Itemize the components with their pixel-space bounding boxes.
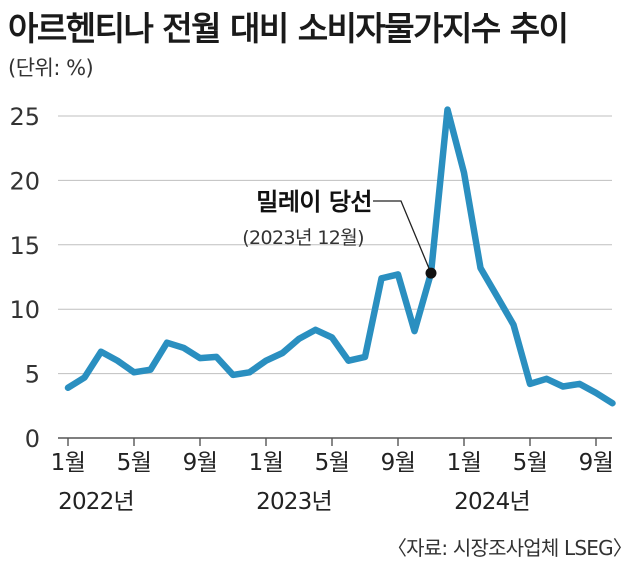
x-tick-label: 9월: [579, 450, 614, 476]
y-tick-label: 15: [9, 232, 40, 260]
x-tick-label: 1월: [447, 450, 482, 476]
grid-lines: [58, 115, 612, 375]
y-tick-label: 25: [9, 103, 40, 131]
y-tick-label: 0: [25, 425, 40, 453]
chart-title: 아르헨티나 전월 대비 소비자물가지수 추이: [8, 9, 569, 48]
x-tick-label: 1월: [249, 450, 284, 476]
annotation-layer: 밀레이 당선 (2023년 12월): [242, 188, 437, 279]
source-note: 〈자료: 시장조사업체 LSEG〉: [386, 536, 633, 560]
y-tick-label: 5: [25, 361, 40, 389]
y-tick-label: 20: [9, 167, 40, 195]
annotation-subtitle: (2023년 12월): [242, 227, 364, 249]
x-tick-label: 5월: [513, 450, 548, 476]
y-axis-ticks: 0 5 10 15 20 25: [9, 103, 40, 453]
unit-label: (단위: %): [8, 56, 94, 80]
x-tick-label: 1월: [51, 450, 86, 476]
annotation-marker: [425, 267, 437, 279]
x-tick-label: 5월: [117, 450, 152, 476]
x-tick-label: 9월: [381, 450, 416, 476]
series-line-0: [64, 106, 616, 407]
y-tick-label: 10: [9, 296, 40, 324]
series-layer: [64, 106, 616, 407]
year-label: 2023년: [256, 489, 332, 515]
year-label: 2024년: [454, 489, 530, 515]
year-label: 2022년: [58, 489, 134, 515]
x-tick-label: 9월: [183, 450, 218, 476]
x-axis: 1월 5월 9월 1월 5월 9월 1월 5월 9월 2022년 2023년 2024년: [51, 437, 614, 515]
annotation-leader-line: [373, 200, 432, 274]
annotation-title: 밀레이 당선: [256, 188, 372, 216]
x-tick-label: 5월: [315, 450, 350, 476]
